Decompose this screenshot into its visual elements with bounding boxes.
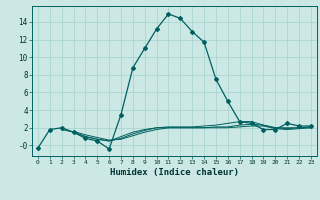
- X-axis label: Humidex (Indice chaleur): Humidex (Indice chaleur): [110, 168, 239, 177]
